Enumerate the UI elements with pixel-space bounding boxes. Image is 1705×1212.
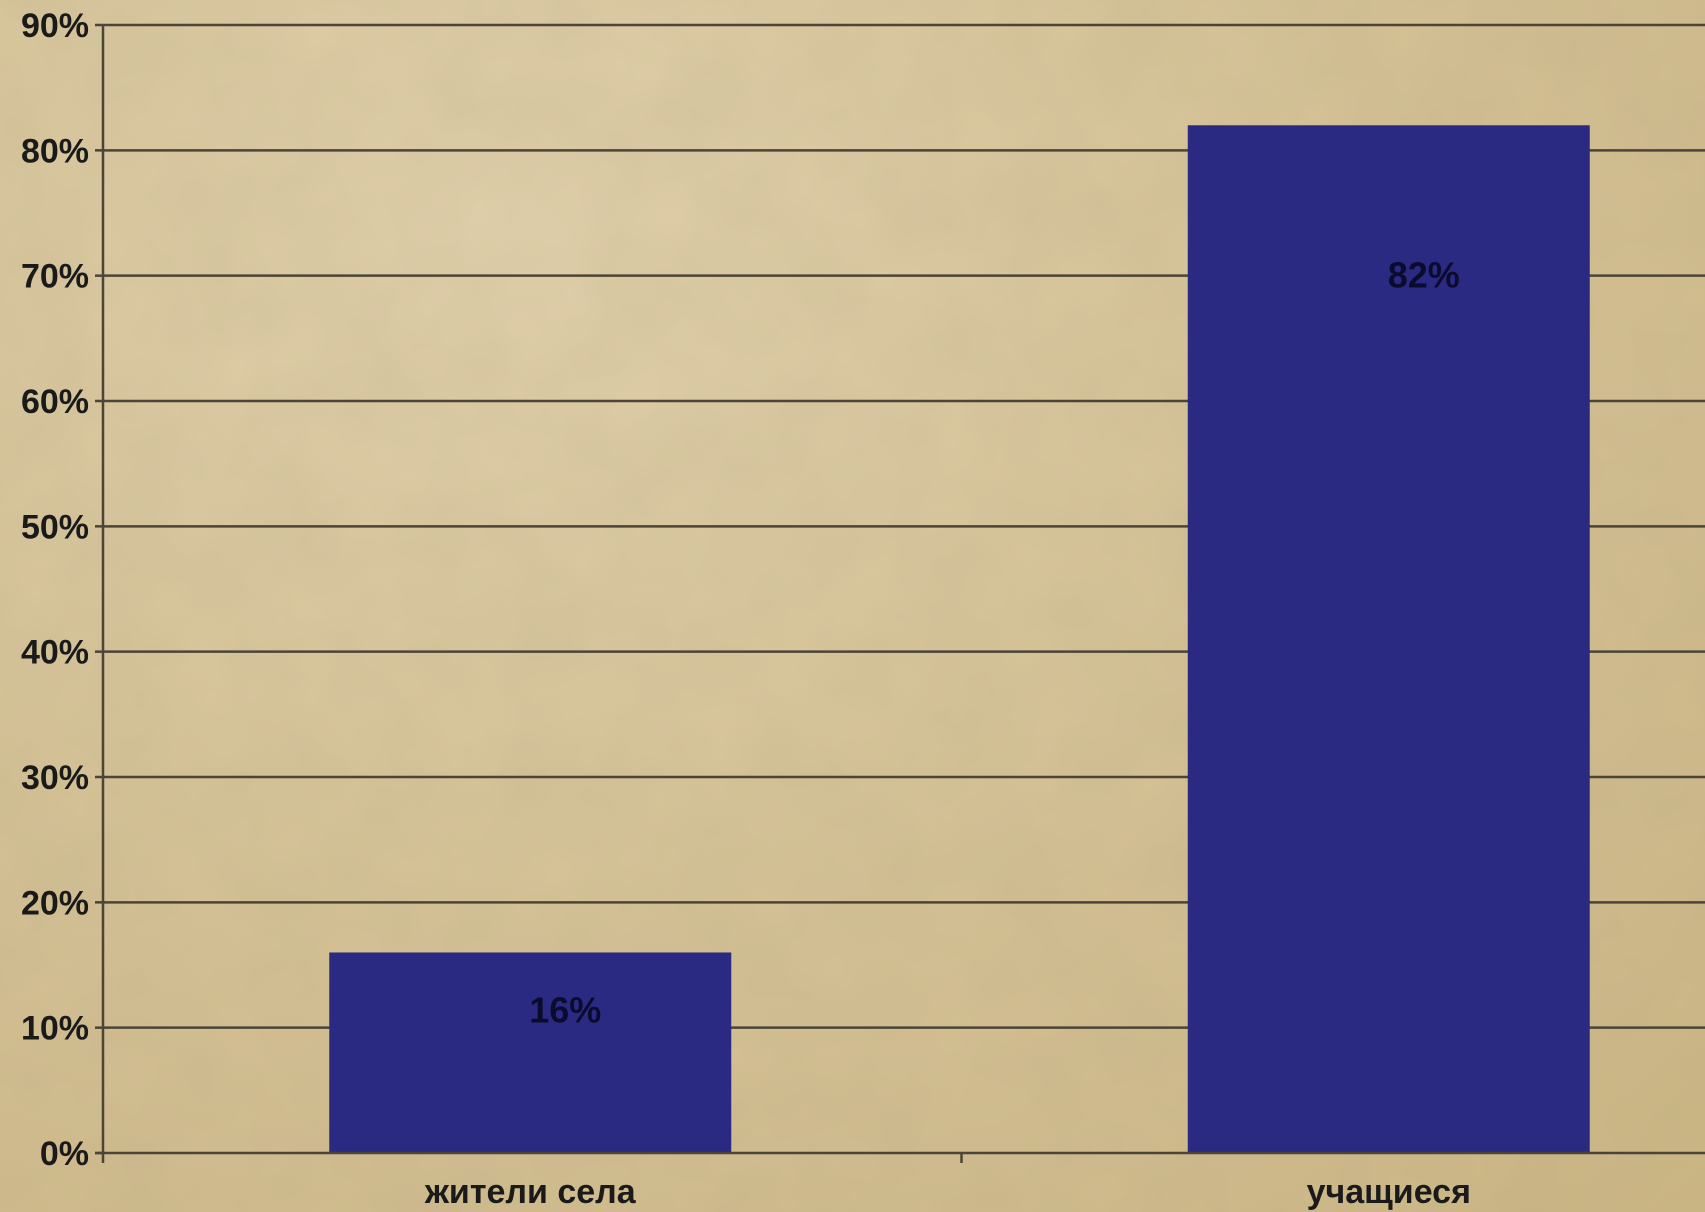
data-labels: 16% 82% xyxy=(529,254,1460,1030)
y-tick-label: 10% xyxy=(21,1010,89,1048)
bars xyxy=(329,125,1590,1153)
y-tick-label: 50% xyxy=(21,508,89,546)
y-tick-label: 0% xyxy=(40,1135,89,1173)
y-tick-label: 90% xyxy=(21,7,89,45)
bar xyxy=(329,952,732,1153)
y-tick-labels: 0% 10% 20% 30% 40% 50% 60% 70% 80% 90% xyxy=(21,7,89,1173)
bar xyxy=(1187,125,1590,1153)
category-labels: жители села учащиеся xyxy=(424,1173,1471,1211)
y-tick-label: 30% xyxy=(21,759,89,797)
x-tick-label: жители села xyxy=(424,1173,637,1211)
y-tick-label: 20% xyxy=(21,884,89,922)
y-tick-label: 80% xyxy=(21,132,89,170)
axes xyxy=(95,23,1705,1163)
y-tick-label: 40% xyxy=(21,634,89,672)
y-tick-label: 70% xyxy=(21,258,89,296)
y-tick-label: 60% xyxy=(21,383,89,421)
x-tick-label: учащиеся xyxy=(1307,1173,1471,1211)
data-label: 82% xyxy=(1388,254,1460,295)
data-label: 16% xyxy=(529,989,601,1030)
